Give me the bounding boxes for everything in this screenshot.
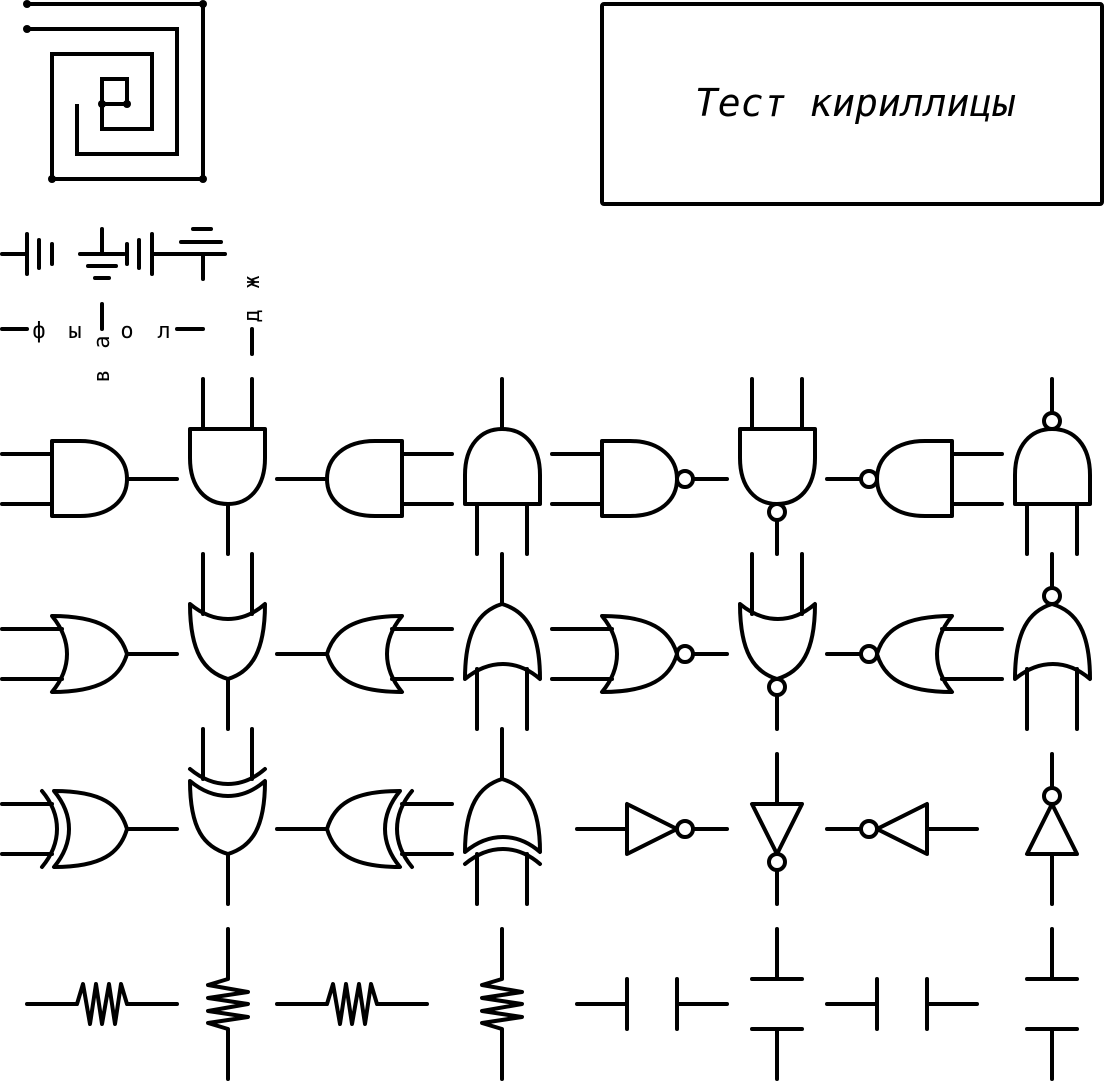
xor-gate-east xyxy=(0,789,179,869)
resistor-vertical-1 xyxy=(206,927,250,1081)
resistor-horizontal-2 xyxy=(275,982,429,1026)
resistor-vertical-2 xyxy=(480,927,524,1081)
or-gate-west xyxy=(275,614,454,694)
nor-gate-south xyxy=(738,552,817,731)
square-spiral xyxy=(23,0,207,183)
battery-symbols xyxy=(0,227,227,281)
labeled-pins-component: ф ы о л а в д ж xyxy=(0,275,265,383)
or-gate-north xyxy=(463,552,542,731)
nand-gate-north xyxy=(1013,377,1092,556)
not-gate-south xyxy=(750,752,804,906)
ground-symbol xyxy=(78,227,126,280)
and-gate-west xyxy=(275,439,454,518)
pin-label-zh: ж xyxy=(240,275,265,288)
battery-middle xyxy=(125,232,179,276)
xor-gate-south xyxy=(188,727,267,906)
nand-gate-west xyxy=(825,439,1004,518)
not-gate-west xyxy=(825,802,979,856)
resistor-horizontal-1 xyxy=(25,982,179,1026)
pin-label-o: о xyxy=(120,319,133,344)
capacitor-horizontal-2 xyxy=(825,977,979,1031)
title-box: Тест кириллицы xyxy=(600,2,1104,206)
pin-label-y: ы xyxy=(68,319,81,344)
not-gate-east xyxy=(575,802,729,856)
xor-gate-west xyxy=(275,789,454,869)
and-gate-east xyxy=(0,439,179,518)
and-gate-north xyxy=(463,377,542,556)
nor-gate-east xyxy=(550,614,729,694)
title-text: Тест кириллицы xyxy=(695,81,1015,125)
nor-gate-west xyxy=(825,614,1004,694)
battery-vertical xyxy=(175,227,227,281)
capacitor-vertical-2 xyxy=(1025,927,1079,1081)
and-gate-south xyxy=(188,377,267,556)
or-gate-east xyxy=(0,614,179,694)
nor-gate-north xyxy=(1013,552,1092,731)
pin-label-d: д xyxy=(240,309,265,322)
or-gate-south xyxy=(188,552,267,731)
pin-label-f: ф xyxy=(32,319,45,344)
capacitor-vertical-1 xyxy=(750,927,804,1081)
capacitor-horizontal-1 xyxy=(575,977,729,1031)
battery-left xyxy=(0,232,54,276)
pin-label-v: в xyxy=(90,369,115,382)
nand-gate-east xyxy=(550,439,729,518)
nand-gate-south xyxy=(738,377,817,556)
not-gate-north xyxy=(1025,752,1079,906)
pin-label-l: л xyxy=(157,319,170,344)
xor-gate-north xyxy=(463,727,542,906)
pin-label-a: а xyxy=(90,335,115,348)
